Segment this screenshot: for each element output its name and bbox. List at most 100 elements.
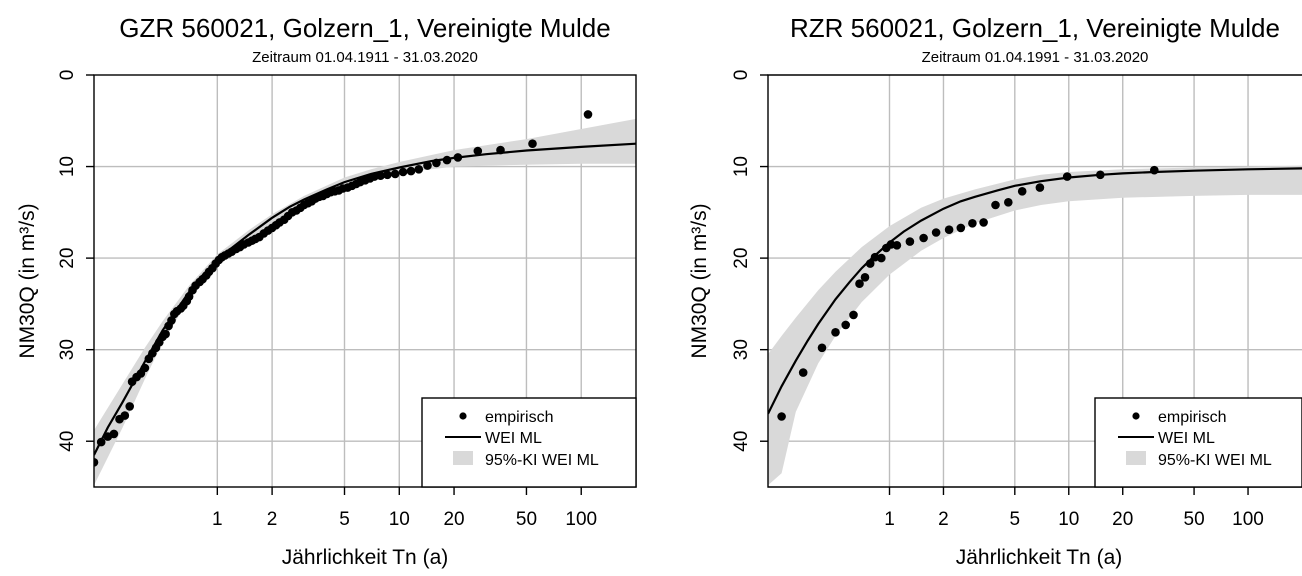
confidence-band bbox=[94, 118, 636, 486]
legend-band-symbol bbox=[1126, 451, 1146, 465]
legend-point-symbol bbox=[459, 412, 467, 420]
data-point bbox=[870, 252, 880, 262]
data-point bbox=[1150, 165, 1159, 175]
y-axis-label: NM30Q (in m³/s) bbox=[688, 203, 711, 358]
legend-label: empirisch bbox=[1158, 409, 1226, 426]
data-point bbox=[849, 310, 858, 320]
data-point bbox=[1035, 183, 1045, 192]
plot-area bbox=[768, 165, 1302, 486]
x-tick-label: 5 bbox=[339, 509, 350, 530]
y-tick-label: 40 bbox=[731, 431, 752, 452]
y-tick-label: 30 bbox=[731, 339, 752, 360]
x-axis-label: Jährlichkeit Tn (a) bbox=[282, 546, 449, 569]
legend-label: WEI ML bbox=[1158, 430, 1215, 447]
data-point bbox=[406, 166, 416, 176]
data-point bbox=[120, 411, 130, 420]
chart-title: RZR 560021, Golzern_1, Vereinigte Mulde bbox=[790, 13, 1280, 43]
data-point bbox=[383, 170, 392, 180]
data-point bbox=[860, 273, 870, 282]
data-point bbox=[453, 153, 463, 162]
data-point bbox=[841, 320, 850, 330]
data-point bbox=[979, 218, 988, 227]
data-point bbox=[432, 158, 441, 168]
x-tick-label: 20 bbox=[1112, 509, 1133, 530]
chart-title: GZR 560021, Golzern_1, Vereinigte Mulde bbox=[119, 13, 610, 43]
legend-point-symbol bbox=[1132, 412, 1140, 420]
data-point bbox=[390, 169, 400, 179]
confidence-band bbox=[768, 165, 1302, 486]
data-point bbox=[968, 219, 977, 228]
legend-band-symbol bbox=[453, 451, 473, 465]
legend-label: empirisch bbox=[485, 409, 553, 426]
data-point bbox=[798, 368, 808, 377]
data-point bbox=[376, 171, 385, 180]
x-tick-label: 10 bbox=[1058, 509, 1079, 530]
y-tick-label: 20 bbox=[731, 248, 752, 269]
x-tick-label: 5 bbox=[1010, 509, 1021, 530]
data-point bbox=[1062, 172, 1072, 181]
data-point bbox=[892, 241, 902, 250]
data-point bbox=[831, 328, 840, 337]
legend-box bbox=[421, 397, 637, 488]
data-point bbox=[442, 155, 452, 165]
data-point bbox=[140, 363, 150, 373]
legend: empirisch WEI ML 95%-KI WEI ML bbox=[1094, 397, 1302, 488]
plot-area bbox=[94, 110, 636, 486]
legend-label: WEI ML bbox=[485, 430, 542, 447]
chart-subtitle: Zeitraum 01.04.1991 - 31.03.2020 bbox=[922, 49, 1149, 66]
data-point bbox=[877, 253, 886, 263]
legend-label: 95%-KI WEI ML bbox=[1158, 452, 1272, 469]
data-point bbox=[423, 161, 432, 170]
x-tick-label: 1 bbox=[212, 509, 223, 530]
data-point bbox=[414, 165, 424, 174]
x-tick-label: 10 bbox=[389, 509, 410, 530]
data-point bbox=[1017, 187, 1027, 196]
legend-label: 95%-KI WEI ML bbox=[485, 452, 599, 469]
data-point bbox=[931, 228, 941, 237]
x-tick-label: 20 bbox=[443, 509, 464, 530]
chart-panel-gzr: GZR 560021, Golzern_1, Vereinigte Mulde Z… bbox=[16, 13, 637, 569]
data-point bbox=[528, 139, 537, 148]
y-tick-label: 10 bbox=[57, 156, 78, 177]
data-point bbox=[944, 225, 954, 234]
data-point bbox=[109, 429, 119, 439]
y-tick-label: 0 bbox=[57, 70, 78, 81]
data-point bbox=[905, 237, 915, 246]
y-tick-label: 10 bbox=[731, 156, 752, 177]
data-point bbox=[855, 279, 864, 289]
x-tick-label: 50 bbox=[1184, 509, 1205, 530]
y-tick-label: 30 bbox=[57, 339, 78, 360]
fit-line-wei-ml bbox=[768, 167, 1302, 415]
plot-frame bbox=[93, 74, 637, 488]
y-axis-label: NM30Q (in m³/s) bbox=[16, 203, 39, 358]
x-tick-label: 2 bbox=[267, 509, 278, 530]
x-tick-label: 1 bbox=[884, 509, 895, 530]
x-tick-label: 50 bbox=[516, 509, 537, 530]
x-tick-label: 100 bbox=[565, 509, 597, 530]
data-point bbox=[777, 412, 786, 421]
data-point bbox=[583, 110, 593, 119]
chart-subtitle: Zeitraum 01.04.1911 - 31.03.2020 bbox=[252, 49, 478, 66]
x-tick-label: 2 bbox=[938, 509, 949, 530]
data-point bbox=[817, 343, 827, 353]
legend: empirisch WEI ML 95%-KI WEI ML bbox=[421, 397, 637, 488]
data-point bbox=[398, 167, 408, 177]
data-point bbox=[125, 402, 134, 411]
chart-panel-rzr: RZR 560021, Golzern_1, Vereinigte Mulde Z… bbox=[688, 13, 1302, 569]
x-tick-label: 100 bbox=[1232, 509, 1264, 530]
data-point bbox=[496, 145, 505, 155]
x-axis-label: Jährlichkeit Tn (a) bbox=[956, 546, 1123, 569]
data-point bbox=[919, 233, 928, 243]
data-point bbox=[956, 223, 966, 233]
data-point bbox=[1096, 170, 1105, 180]
data-point bbox=[161, 329, 170, 339]
data-point bbox=[1004, 198, 1013, 207]
y-tick-label: 40 bbox=[57, 431, 78, 452]
legend-box bbox=[1094, 397, 1302, 488]
data-point bbox=[96, 437, 106, 447]
y-tick-label: 0 bbox=[731, 70, 752, 81]
y-tick-label: 20 bbox=[57, 248, 78, 269]
data-point bbox=[473, 146, 483, 156]
data-point bbox=[184, 292, 194, 301]
